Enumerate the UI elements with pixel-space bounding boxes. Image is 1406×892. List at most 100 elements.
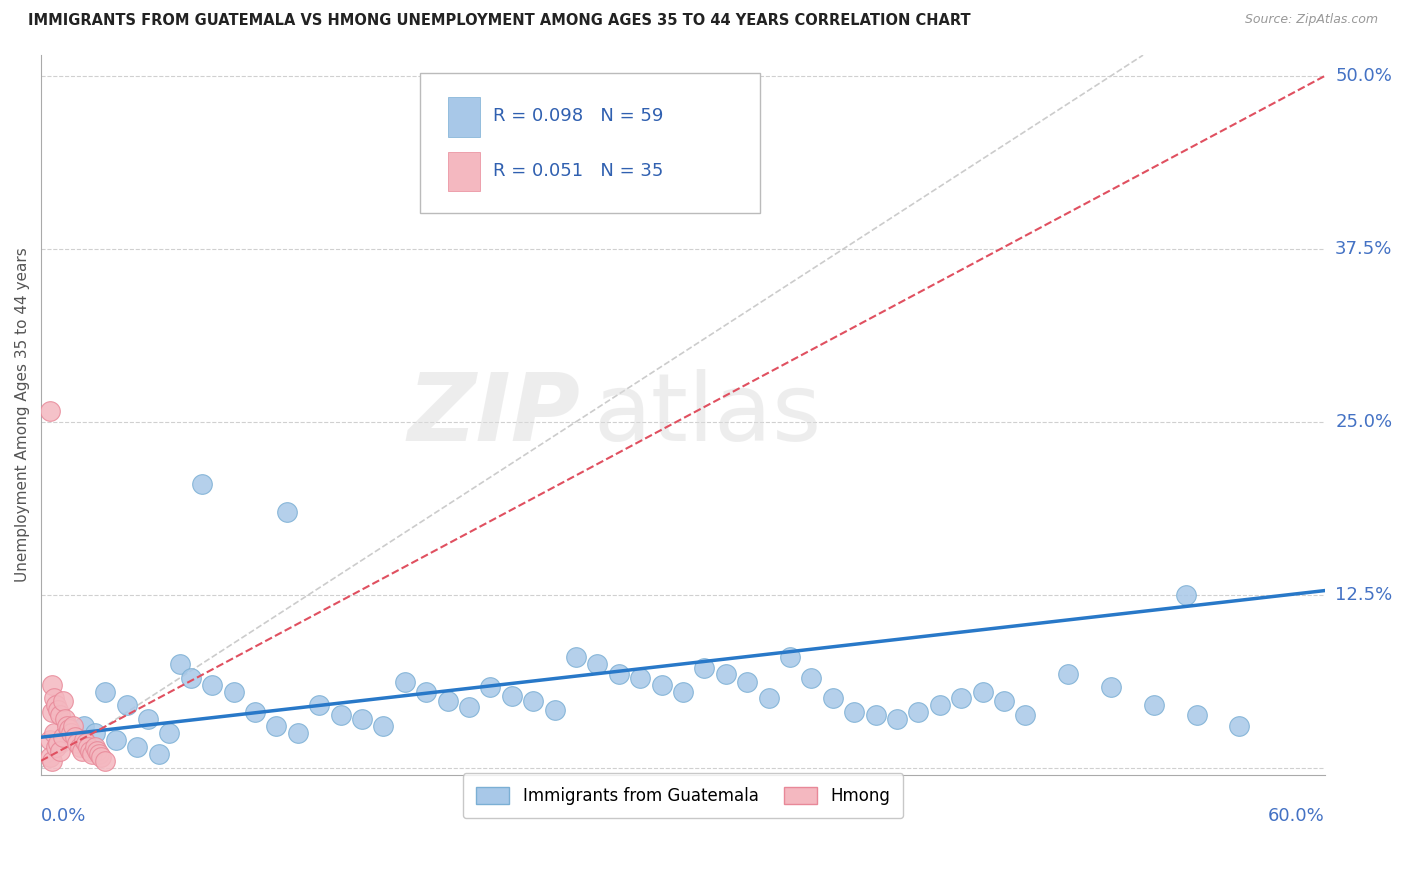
Point <box>49 744 72 758</box>
Point <box>672 684 695 698</box>
Point <box>70 744 93 758</box>
Point <box>458 699 481 714</box>
Point <box>1227 719 1250 733</box>
Point <box>86 744 108 758</box>
Point <box>821 691 844 706</box>
Point <box>180 671 202 685</box>
Point <box>308 698 330 713</box>
Point <box>83 739 105 754</box>
Point <box>105 733 128 747</box>
Point <box>82 747 104 761</box>
Point <box>159 726 181 740</box>
Point <box>127 739 149 754</box>
Point <box>51 730 73 744</box>
Point <box>60 726 83 740</box>
Point <box>329 708 352 723</box>
Point <box>266 719 288 733</box>
Point <box>373 719 395 733</box>
Point <box>950 691 973 706</box>
Point <box>501 689 523 703</box>
Point <box>276 505 298 519</box>
Point <box>38 733 60 747</box>
Point <box>543 702 565 716</box>
Point <box>394 674 416 689</box>
Point <box>90 749 112 764</box>
Point <box>1014 708 1036 723</box>
Point <box>56 719 79 733</box>
Text: R = 0.051   N = 35: R = 0.051 N = 35 <box>494 162 664 180</box>
FancyBboxPatch shape <box>420 73 761 213</box>
Point <box>65 730 87 744</box>
Point <box>41 754 63 768</box>
Point <box>1143 698 1166 713</box>
Point <box>886 712 908 726</box>
Point <box>53 712 76 726</box>
Point <box>66 736 89 750</box>
Point <box>436 694 458 708</box>
Point <box>586 657 609 671</box>
Point <box>73 733 96 747</box>
Point <box>169 657 191 671</box>
Point <box>51 694 73 708</box>
Text: 12.5%: 12.5% <box>1336 586 1392 604</box>
Point <box>1174 588 1197 602</box>
Point <box>38 749 60 764</box>
Point <box>1099 681 1122 695</box>
Point <box>907 706 929 720</box>
Point <box>201 678 224 692</box>
Point <box>735 674 758 689</box>
Y-axis label: Unemployment Among Ages 35 to 44 years: Unemployment Among Ages 35 to 44 years <box>15 247 30 582</box>
Point <box>45 739 67 754</box>
Point <box>628 671 651 685</box>
Text: 25.0%: 25.0% <box>1336 413 1392 431</box>
Point <box>222 684 245 698</box>
Point <box>287 726 309 740</box>
Text: 50.0%: 50.0% <box>1336 67 1392 85</box>
Point <box>42 691 65 706</box>
Point <box>115 698 138 713</box>
Text: R = 0.098   N = 59: R = 0.098 N = 59 <box>494 106 664 125</box>
Point <box>758 691 780 706</box>
Point <box>58 722 80 736</box>
Point <box>565 650 588 665</box>
Point <box>243 706 266 720</box>
Point <box>46 702 69 716</box>
Point <box>77 739 100 754</box>
Point <box>75 736 97 750</box>
Point <box>62 719 84 733</box>
Point <box>73 719 96 733</box>
Point <box>190 477 212 491</box>
Bar <box>449 152 481 191</box>
Point <box>415 684 437 698</box>
Point <box>693 661 716 675</box>
Point <box>41 706 63 720</box>
Point <box>607 666 630 681</box>
Point <box>148 747 170 761</box>
Point <box>46 736 69 750</box>
Point <box>41 678 63 692</box>
Point <box>83 726 105 740</box>
Point <box>972 684 994 698</box>
Bar <box>449 97 481 137</box>
Point <box>714 666 737 681</box>
Point <box>49 708 72 723</box>
Point <box>42 726 65 740</box>
Text: 37.5%: 37.5% <box>1336 240 1392 258</box>
Point <box>479 681 502 695</box>
Point <box>522 694 544 708</box>
Point <box>800 671 823 685</box>
Point <box>79 744 101 758</box>
Point <box>928 698 950 713</box>
Point <box>38 403 60 417</box>
Point <box>575 131 598 145</box>
Legend: Immigrants from Guatemala, Hmong: Immigrants from Guatemala, Hmong <box>463 773 904 818</box>
Point <box>993 694 1015 708</box>
Point <box>94 684 117 698</box>
Text: atlas: atlas <box>593 369 821 461</box>
Point <box>1185 708 1208 723</box>
Point <box>352 712 374 726</box>
Text: 0.0%: 0.0% <box>41 807 87 825</box>
Point <box>844 706 866 720</box>
Point <box>94 754 117 768</box>
Point <box>136 712 159 726</box>
